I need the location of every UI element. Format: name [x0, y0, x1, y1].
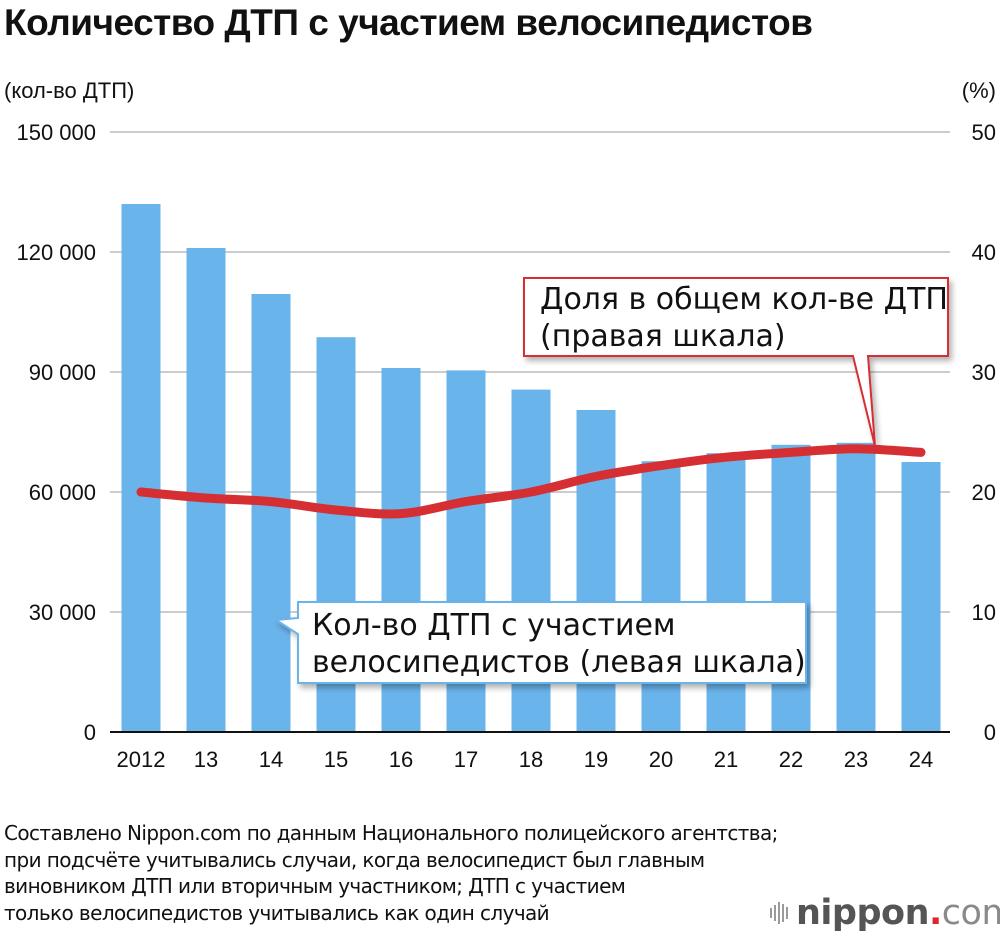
bar-24	[901, 462, 941, 732]
note-line-3: виновником ДТП или вторичным участником;…	[4, 874, 626, 898]
callout-count-line2: велосипедистов (левая шкала)	[312, 645, 806, 680]
x-axis-ticks: 2012 13 14 15 16 17 18 19 20 21 22 23 24	[117, 747, 934, 772]
x-tick-label: 13	[194, 747, 218, 772]
callout-share-line: Доля в общем кол-ве ДТП (правая шкала)	[523, 277, 949, 447]
note-line-4: только велосипедистов учитывались как од…	[4, 900, 550, 925]
left-tick-label: 90 000	[29, 360, 96, 385]
note-line-1: Составлено Nippon.com по данным Национал…	[4, 821, 778, 845]
left-tick-label: 150 000	[16, 120, 96, 145]
callout-count-bars: Кол-во ДТП с участием велосипедистов (ле…	[272, 601, 807, 684]
right-tick-label: 10	[972, 600, 996, 625]
left-tick-label: 0	[84, 720, 96, 745]
right-tick-label: 20	[972, 480, 996, 505]
right-tick-label: 50	[972, 120, 996, 145]
left-tick-label: 60 000	[29, 480, 96, 505]
x-tick-label: 14	[259, 747, 283, 772]
bar-23	[836, 442, 876, 732]
share-line	[136, 444, 926, 519]
right-tick-label: 30	[972, 360, 996, 385]
right-axis-unit: (%)	[961, 78, 996, 103]
x-tick-label: 18	[519, 747, 543, 772]
right-tick-label: 40	[972, 240, 996, 265]
bar-22	[771, 444, 811, 732]
left-axis-ticks: 0 30 000 60 000 90 000 120 000 150 000	[16, 120, 96, 745]
x-tick-label: 2012	[117, 747, 166, 772]
nippon-logo: nippon.com	[770, 893, 1000, 933]
logo-waveform-icon	[770, 902, 788, 924]
callout-share-line1: Доля в общем кол-ве ДТП	[540, 282, 948, 317]
right-axis-ticks: 0 10 20 30 40 50	[972, 120, 996, 745]
left-axis-unit: (кол-во ДТП)	[4, 78, 135, 103]
left-tick-label: 30 000	[29, 600, 96, 625]
x-tick-label: 23	[844, 747, 868, 772]
x-tick-label: 22	[779, 747, 803, 772]
x-tick-label: 19	[584, 747, 608, 772]
bar-2012	[121, 204, 161, 732]
x-tick-label: 20	[649, 747, 673, 772]
chart-title: Количество ДТП с участием велосипедистов	[4, 2, 813, 43]
callout-count-line1: Кол-во ДТП с участием	[312, 608, 676, 643]
callout-share-line2: (правая шкала)	[540, 319, 786, 354]
source-note: Составлено Nippon.com по данным Национал…	[4, 820, 778, 926]
right-tick-label: 0	[984, 720, 996, 745]
x-tick-label: 17	[454, 747, 478, 772]
x-tick-label: 21	[714, 747, 738, 772]
bar-21	[706, 453, 746, 732]
x-tick-label: 24	[909, 747, 933, 772]
logo-text: nippon.com	[796, 893, 1000, 933]
x-tick-label: 15	[324, 747, 348, 772]
x-tick-label: 16	[389, 747, 413, 772]
bar-20	[641, 461, 681, 732]
note-line-2: при подсчёте учитывались случаи, когда в…	[4, 847, 705, 872]
left-tick-label: 120 000	[16, 240, 96, 265]
bar-14	[251, 294, 291, 732]
bar-13	[186, 248, 226, 732]
chart-plot: 0 30 000 60 000 90 000 120 000 150 000 0 10 20 3…	[16, 120, 996, 772]
